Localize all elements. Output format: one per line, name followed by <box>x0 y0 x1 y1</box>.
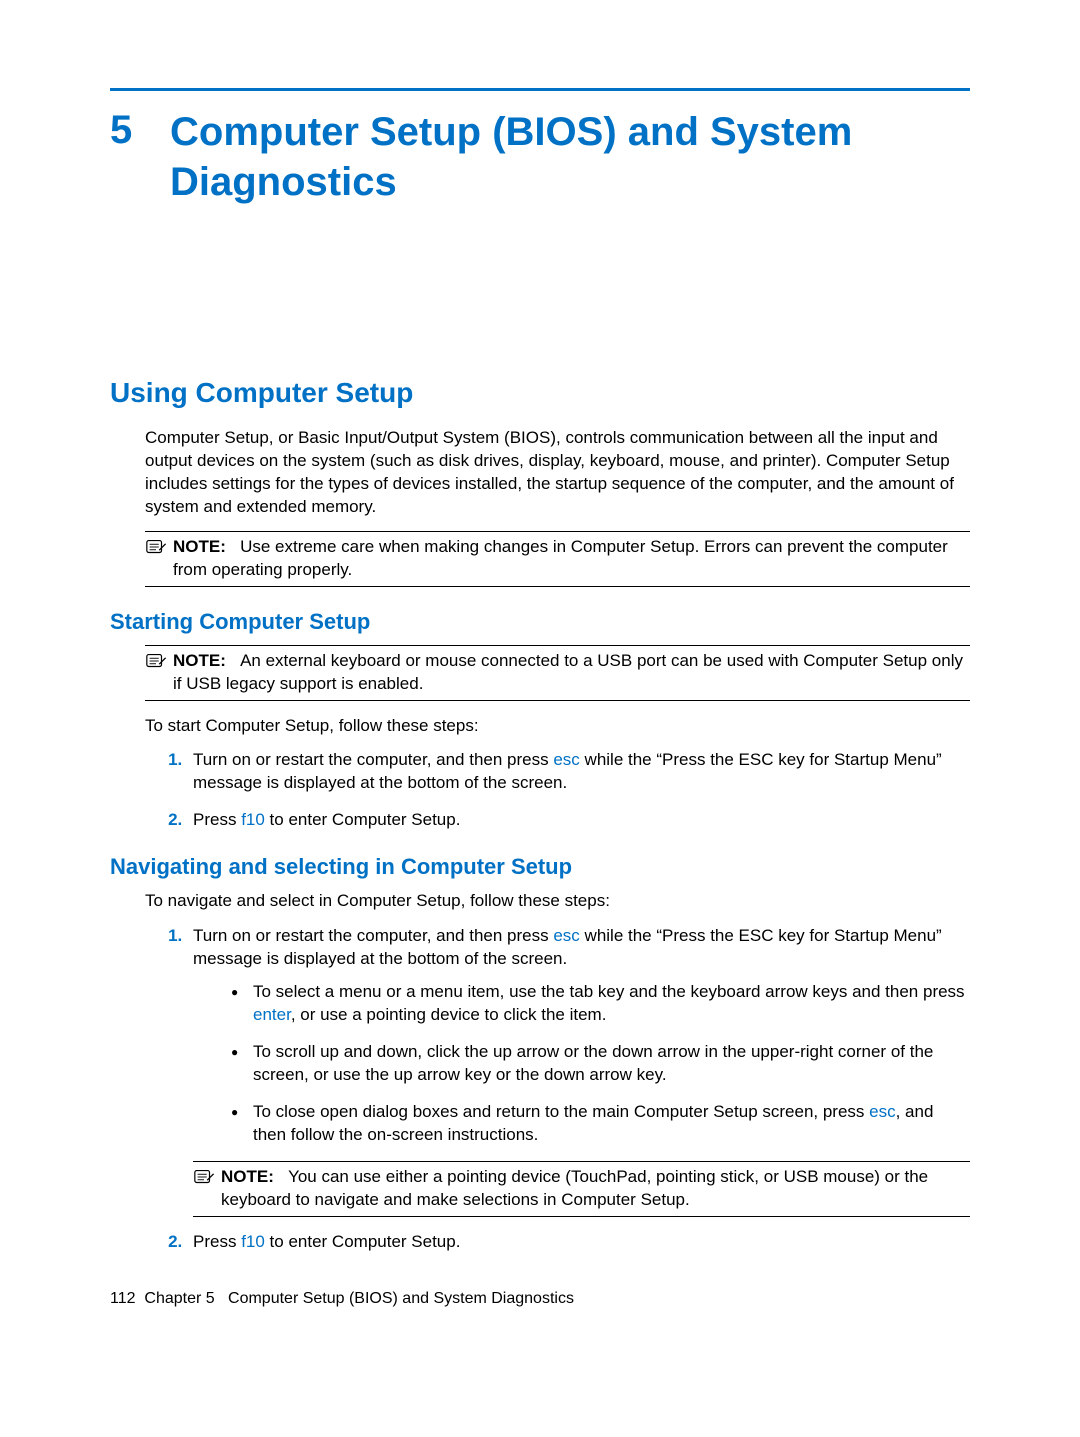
note-box: NOTE: An external keyboard or mouse conn… <box>145 645 970 701</box>
chapter-heading: 5 Computer Setup (BIOS) and System Diagn… <box>110 107 970 207</box>
section-heading-starting: Starting Computer Setup <box>110 609 970 635</box>
intro-paragraph: Computer Setup, or Basic Input/Output Sy… <box>145 427 970 519</box>
note-icon <box>193 1167 217 1194</box>
bullet-item: To select a menu or a menu item, use the… <box>231 981 970 1027</box>
document-page: 5 Computer Setup (BIOS) and System Diagn… <box>0 0 1080 1358</box>
note-content: NOTE: An external keyboard or mouse conn… <box>173 650 970 696</box>
note-label: NOTE: <box>173 537 226 556</box>
key-f10: f10 <box>241 1232 265 1251</box>
key-esc: esc <box>869 1102 895 1121</box>
bullet-item: To close open dialog boxes and return to… <box>231 1101 970 1147</box>
chapter-number: 5 <box>110 107 170 153</box>
step-text-a: Turn on or restart the computer, and the… <box>193 750 553 769</box>
step-text-b: to enter Computer Setup. <box>265 810 461 829</box>
step-text-a: Press <box>193 810 241 829</box>
lead-text: To navigate and select in Computer Setup… <box>145 890 970 913</box>
note-icon <box>145 651 169 676</box>
ordered-list-navigating: Turn on or restart the computer, and the… <box>145 925 970 1253</box>
key-esc: esc <box>553 926 579 945</box>
note-icon <box>145 537 169 562</box>
section-heading-navigating: Navigating and selecting in Computer Set… <box>110 854 970 880</box>
step-text-b: to enter Computer Setup. <box>265 1232 461 1251</box>
key-f10: f10 <box>241 810 265 829</box>
footer-chapter-title: Computer Setup (BIOS) and System Diagnos… <box>228 1290 574 1307</box>
note-box: NOTE: You can use either a pointing devi… <box>193 1161 970 1217</box>
spacer <box>110 207 970 377</box>
list-item: Press f10 to enter Computer Setup. <box>187 809 970 832</box>
note-label: NOTE: <box>173 651 226 670</box>
bullet-text-b: , or use a pointing device to click the … <box>291 1005 607 1024</box>
note-box: NOTE: Use extreme care when making chang… <box>145 531 970 587</box>
list-item: Press f10 to enter Computer Setup. <box>187 1231 970 1254</box>
list-item: Turn on or restart the computer, and the… <box>187 925 970 1216</box>
note-body: You can use either a pointing device (To… <box>221 1167 928 1209</box>
ordered-list-starting: Turn on or restart the computer, and the… <box>145 749 970 832</box>
bullet-text-a: To close open dialog boxes and return to… <box>253 1102 869 1121</box>
page-number: 112 <box>110 1290 136 1307</box>
footer-chapter-ref: Chapter 5 <box>144 1290 214 1307</box>
lead-text: To start Computer Setup, follow these st… <box>145 715 970 738</box>
note-label: NOTE: <box>221 1167 274 1186</box>
step-text-a: Turn on or restart the computer, and the… <box>193 926 553 945</box>
note-body: Use extreme care when making changes in … <box>173 537 948 579</box>
note-content: NOTE: Use extreme care when making chang… <box>173 536 970 582</box>
step-text-a: Press <box>193 1232 241 1251</box>
page-footer: 112 Chapter 5 Computer Setup (BIOS) and … <box>110 1290 970 1308</box>
bullet-text: To scroll up and down, click the up arro… <box>253 1042 933 1084</box>
note-body: An external keyboard or mouse connected … <box>173 651 963 693</box>
bullet-text-a: To select a menu or a menu item, use the… <box>253 982 965 1001</box>
key-enter: enter <box>253 1005 291 1024</box>
section-heading-using: Using Computer Setup <box>110 377 970 409</box>
key-esc: esc <box>553 750 579 769</box>
bullet-item: To scroll up and down, click the up arro… <box>231 1041 970 1087</box>
bullet-list: To select a menu or a menu item, use the… <box>193 981 970 1147</box>
chapter-rule <box>110 88 970 91</box>
list-item: Turn on or restart the computer, and the… <box>187 749 970 795</box>
note-content: NOTE: You can use either a pointing devi… <box>221 1166 970 1212</box>
chapter-title: Computer Setup (BIOS) and System Diagnos… <box>170 107 970 207</box>
